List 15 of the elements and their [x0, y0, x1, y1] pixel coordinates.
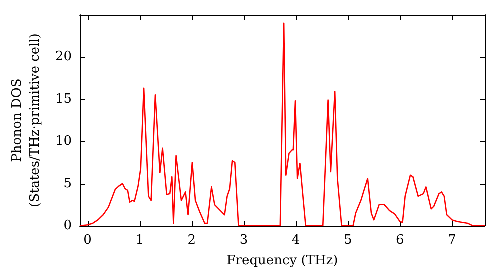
x-axis-title: Frequency (THz) [226, 253, 338, 268]
x-tick-label: 4 [292, 233, 300, 248]
x-tick-label: 3 [240, 233, 248, 248]
y-tick-label: 5 [64, 176, 72, 192]
y-tick-label: 0 [64, 218, 72, 234]
x-tick-label: 5 [344, 233, 352, 248]
y-tick-label: 10 [55, 134, 72, 150]
x-tick-label: 6 [396, 233, 404, 248]
x-tick-label: 2 [188, 233, 196, 248]
x-tick-label: 7 [448, 233, 456, 248]
x-tick-label: 0 [84, 233, 92, 248]
x-tick-label: 1 [136, 233, 144, 248]
y-tick-label: 15 [55, 92, 72, 107]
y-tick-label: 20 [55, 50, 72, 65]
y-axis-title: Phonon DOS (States/THz·primitive cell) [10, 33, 44, 208]
